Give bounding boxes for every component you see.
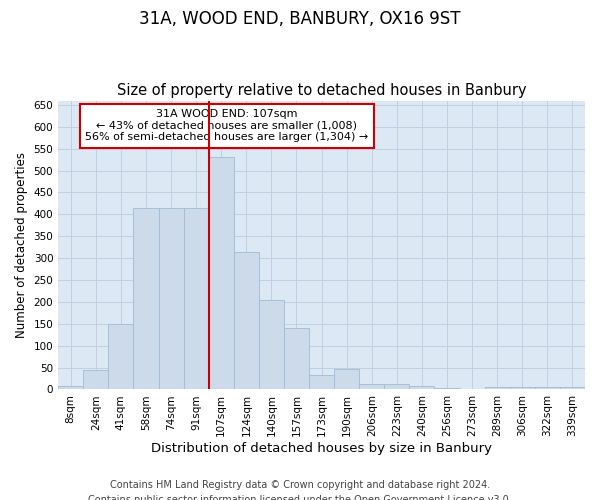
- Y-axis label: Number of detached properties: Number of detached properties: [15, 152, 28, 338]
- Bar: [409, 386, 434, 390]
- Bar: [58, 386, 83, 390]
- Text: 31A, WOOD END, BANBURY, OX16 9ST: 31A, WOOD END, BANBURY, OX16 9ST: [139, 10, 461, 28]
- Text: Contains public sector information licensed under the Open Government Licence v3: Contains public sector information licen…: [88, 495, 512, 500]
- Bar: [209, 158, 234, 390]
- X-axis label: Distribution of detached houses by size in Banbury: Distribution of detached houses by size …: [151, 442, 492, 455]
- Text: Contains HM Land Registry data © Crown copyright and database right 2024.: Contains HM Land Registry data © Crown c…: [110, 480, 490, 490]
- Bar: [460, 388, 485, 390]
- Bar: [385, 384, 409, 390]
- Bar: [109, 324, 133, 390]
- Bar: [284, 328, 309, 390]
- Bar: [485, 387, 510, 390]
- Bar: [259, 300, 284, 390]
- Bar: [535, 388, 560, 390]
- Bar: [309, 376, 334, 390]
- Bar: [184, 208, 209, 390]
- Bar: [334, 369, 359, 390]
- Bar: [234, 252, 259, 390]
- Bar: [83, 370, 109, 390]
- Bar: [434, 388, 460, 390]
- Title: Size of property relative to detached houses in Banbury: Size of property relative to detached ho…: [117, 83, 526, 98]
- Text: 31A WOOD END: 107sqm
← 43% of detached houses are smaller (1,008)
56% of semi-de: 31A WOOD END: 107sqm ← 43% of detached h…: [85, 109, 368, 142]
- Bar: [359, 384, 385, 390]
- Bar: [133, 208, 158, 390]
- Bar: [510, 388, 535, 390]
- Bar: [560, 387, 585, 390]
- Bar: [158, 208, 184, 390]
